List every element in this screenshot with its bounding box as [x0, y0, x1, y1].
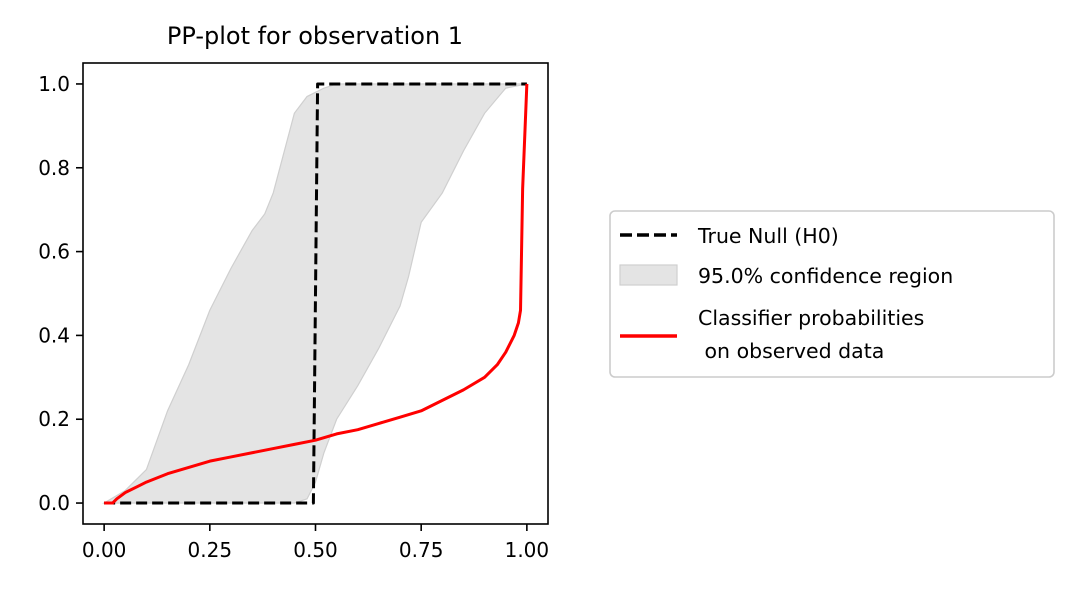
y-tick-label: 0.6 — [38, 240, 70, 264]
legend-classifier-label-line2: on observed data — [698, 339, 884, 363]
legend-region-label: 95.0% confidence region — [698, 264, 953, 288]
plot-area — [101, 82, 529, 505]
true-null-line — [104, 82, 527, 505]
y-tick-label: 0.0 — [38, 491, 70, 515]
x-tick-label: 0.25 — [188, 538, 233, 562]
x-tick-label: 0.75 — [399, 538, 444, 562]
chart-title: PP-plot for observation 1 — [167, 22, 463, 50]
legend-box — [609, 210, 1055, 378]
classifier-line — [104, 83, 529, 505]
y-tick-label: 0.8 — [38, 156, 70, 180]
y-tick-label: 0.4 — [38, 323, 70, 347]
x-tick-label: 0.50 — [293, 538, 338, 562]
x-tick-label: 1.00 — [505, 538, 550, 562]
y-tick-label: 0.2 — [38, 407, 70, 431]
plot-frame — [82, 62, 549, 525]
legend-h0-label: True Null (H0) — [697, 224, 839, 248]
legend: True Null (H0) 95.0% confidence region C… — [609, 210, 1055, 378]
x-tick-label: 0.00 — [82, 538, 127, 562]
x-axis: 0.00 0.25 0.50 0.75 1.00 — [82, 524, 549, 562]
y-tick-label: 1.0 — [38, 72, 70, 96]
y-axis: 0.0 0.2 0.4 0.6 0.8 1.0 — [38, 72, 83, 515]
legend-classifier-label-line1: Classifier probabilities — [698, 306, 924, 330]
legend-region-swatch — [619, 264, 678, 286]
